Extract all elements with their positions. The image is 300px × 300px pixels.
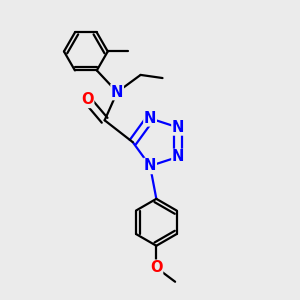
Text: N: N <box>111 85 123 100</box>
Text: N: N <box>172 149 184 164</box>
Text: N: N <box>144 158 156 173</box>
Text: O: O <box>150 260 163 275</box>
Text: O: O <box>81 92 94 107</box>
Text: N: N <box>144 111 156 126</box>
Text: N: N <box>172 120 184 135</box>
